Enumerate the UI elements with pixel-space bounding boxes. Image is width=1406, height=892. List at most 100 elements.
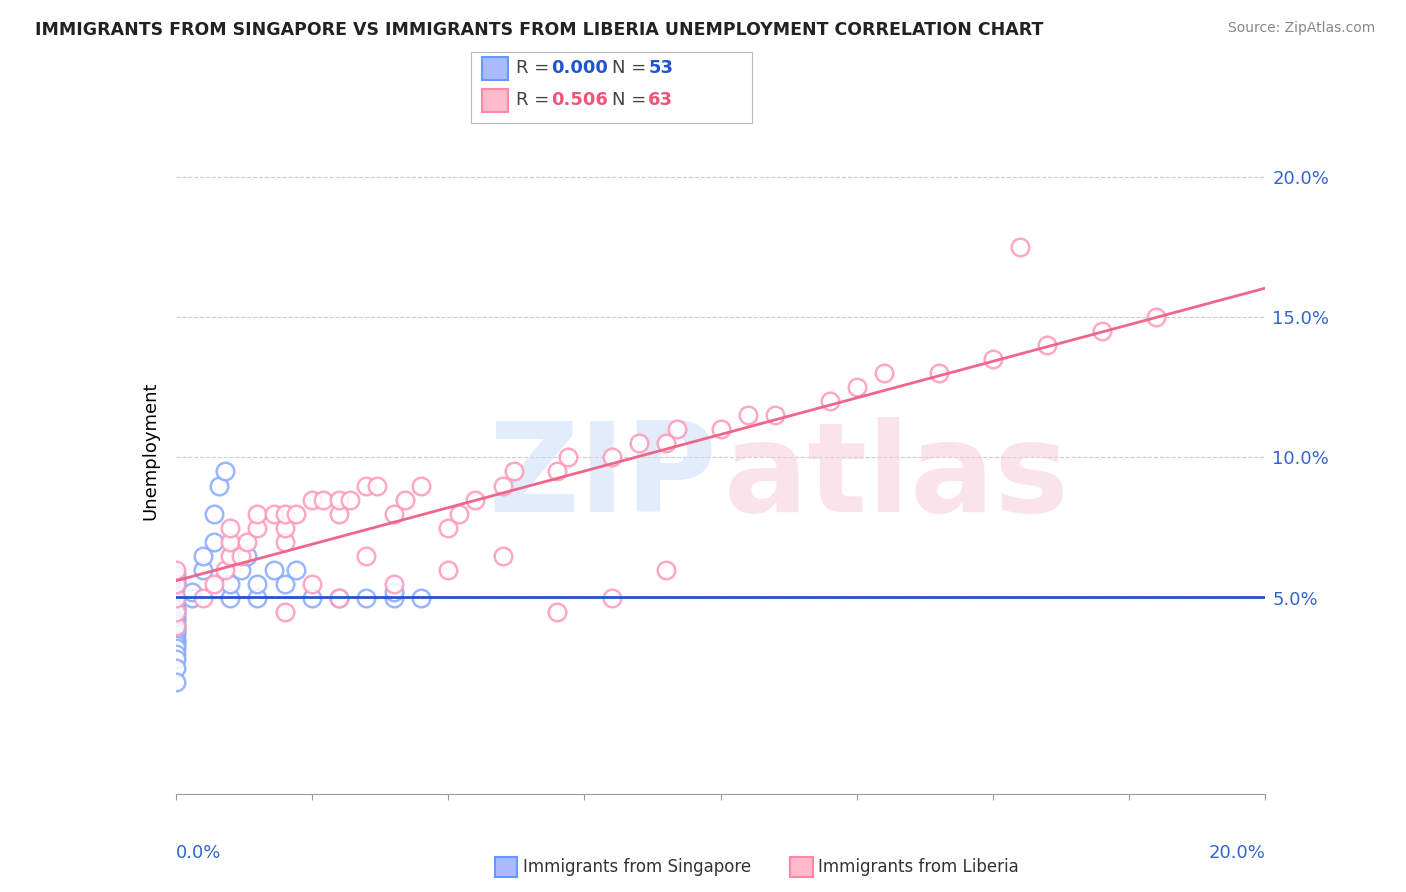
Text: Source: ZipAtlas.com: Source: ZipAtlas.com [1227, 21, 1375, 35]
Point [165, 574, 187, 588]
Point [502, 465, 524, 479]
Point [409, 591, 432, 605]
Point [737, 409, 759, 423]
Text: atlas: atlas [724, 417, 1070, 539]
Point [202, 534, 225, 549]
Point [165, 638, 187, 652]
Point [928, 367, 950, 381]
Point [165, 618, 187, 632]
Point [356, 549, 378, 563]
Point [328, 591, 350, 605]
Point [382, 507, 405, 521]
Point [873, 367, 896, 381]
Point [546, 465, 568, 479]
Point [382, 591, 405, 605]
Point [165, 579, 187, 593]
Text: N =: N = [612, 91, 651, 109]
Point [627, 436, 650, 450]
Point [219, 534, 242, 549]
Y-axis label: Unemployment: Unemployment [142, 381, 160, 520]
Text: IMMIGRANTS FROM SINGAPORE VS IMMIGRANTS FROM LIBERIA UNEMPLOYMENT CORRELATION CH: IMMIGRANTS FROM SINGAPORE VS IMMIGRANTS … [35, 21, 1043, 38]
Point [666, 422, 689, 436]
Point [845, 380, 868, 394]
Point [165, 582, 187, 597]
Point [165, 568, 187, 582]
Point [437, 563, 460, 577]
Point [600, 591, 623, 605]
Text: 20.0%: 20.0% [1209, 845, 1265, 863]
Point [214, 465, 236, 479]
Text: Immigrants from Liberia: Immigrants from Liberia [818, 858, 1019, 876]
Point [202, 507, 225, 521]
Point [165, 632, 187, 647]
Point [165, 591, 187, 605]
Text: 63: 63 [648, 91, 673, 109]
Point [1091, 324, 1114, 338]
Point [274, 507, 297, 521]
Point [165, 661, 187, 675]
Point [981, 352, 1004, 367]
Point [208, 478, 231, 492]
Text: 0.506: 0.506 [551, 91, 607, 109]
Text: 0.000: 0.000 [551, 59, 607, 77]
Point [710, 422, 733, 436]
Point [557, 450, 579, 465]
Point [301, 492, 323, 507]
Point [246, 591, 269, 605]
Point [263, 563, 285, 577]
Point [235, 549, 257, 563]
Text: R =: R = [516, 91, 555, 109]
Point [181, 585, 204, 599]
Point [339, 492, 361, 507]
Point [284, 563, 307, 577]
Point [437, 520, 460, 534]
Point [328, 591, 350, 605]
Point [165, 624, 187, 639]
Point [219, 591, 242, 605]
Point [231, 563, 253, 577]
Point [165, 622, 187, 636]
Point [1036, 338, 1059, 352]
Point [191, 591, 214, 605]
Point [165, 585, 187, 599]
Point [191, 549, 214, 563]
Point [284, 507, 307, 521]
Point [165, 674, 187, 689]
Point [655, 563, 678, 577]
Point [492, 549, 515, 563]
Point [235, 534, 257, 549]
Point [165, 618, 187, 632]
Point [165, 602, 187, 616]
Point [328, 507, 350, 521]
Point [1010, 240, 1032, 254]
Point [165, 627, 187, 641]
Point [312, 492, 335, 507]
Point [818, 394, 841, 409]
Point [165, 615, 187, 630]
Point [165, 563, 187, 577]
Text: 53: 53 [648, 59, 673, 77]
Text: N =: N = [612, 59, 651, 77]
Point [165, 591, 187, 605]
Point [356, 478, 378, 492]
Point [165, 596, 187, 610]
Point [356, 591, 378, 605]
Point [165, 591, 187, 605]
Point [219, 520, 242, 534]
Text: Immigrants from Singapore: Immigrants from Singapore [523, 858, 751, 876]
Point [546, 605, 568, 619]
Point [409, 478, 432, 492]
Point [274, 576, 297, 591]
Point [246, 576, 269, 591]
Text: 0.0%: 0.0% [176, 845, 221, 863]
Point [246, 507, 269, 521]
Point [202, 576, 225, 591]
Point [394, 492, 416, 507]
Point [1144, 310, 1167, 325]
Point [274, 534, 297, 549]
Point [165, 602, 187, 616]
Point [447, 507, 470, 521]
Point [655, 436, 678, 450]
Point [181, 591, 204, 605]
Point [165, 576, 187, 591]
